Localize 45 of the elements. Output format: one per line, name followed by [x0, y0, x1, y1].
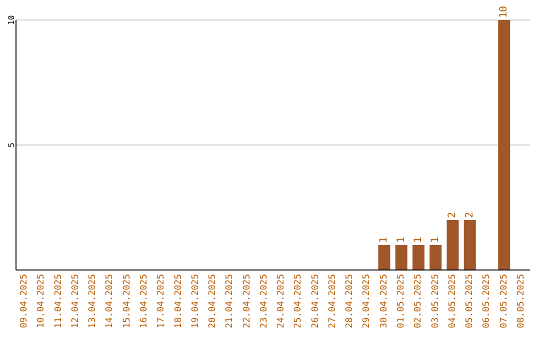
- x-tick-label: 22.04.2025: [242, 274, 252, 328]
- x-tick-label: 09.04.2025: [20, 274, 30, 328]
- x-tick-label: 08.05.2025: [516, 274, 526, 328]
- bar: [446, 220, 459, 270]
- x-tick-label: 28.04.2025: [345, 274, 356, 328]
- x-tick-label: 27.04.2025: [328, 274, 338, 328]
- bar: [430, 245, 442, 270]
- bar: [378, 245, 390, 270]
- data-label: 10: [498, 6, 510, 18]
- x-tick-label: 21.04.2025: [225, 274, 236, 328]
- x-tick-label: 10.04.2025: [36, 274, 47, 328]
- data-label: 1: [430, 236, 442, 243]
- x-tick-label: 18.04.2025: [174, 274, 184, 328]
- x-tick-label: 23.04.2025: [259, 274, 270, 328]
- data-label: 1: [412, 236, 424, 243]
- x-tick-label: 30.04.2025: [379, 274, 390, 328]
- x-tick-label: 16.04.2025: [140, 274, 150, 328]
- x-tick-label: 29.04.2025: [362, 274, 372, 328]
- bar: [464, 220, 476, 270]
- x-tick-label: 25.04.2025: [294, 274, 304, 328]
- bar: [498, 20, 510, 270]
- x-tick-label: 03.05.2025: [430, 274, 441, 328]
- x-tick-label: 02.05.2025: [414, 274, 424, 328]
- data-label: 2: [464, 212, 476, 218]
- data-label: 1: [378, 236, 390, 243]
- x-tick-label: 07.05.2025: [499, 274, 510, 328]
- x-tick-label: 12.04.2025: [70, 274, 81, 328]
- x-tick-label: 06.05.2025: [482, 274, 492, 328]
- x-tick-label: 11.04.2025: [54, 274, 64, 328]
- data-label: 1: [396, 236, 407, 243]
- x-tick-label: 26.04.2025: [310, 274, 321, 328]
- x-tick-label: 20.04.2025: [208, 274, 218, 328]
- x-tick-label: 19.04.2025: [190, 274, 201, 328]
- x-tick-label: 01.05.2025: [396, 274, 406, 328]
- data-label: 2: [447, 212, 458, 218]
- bar: [395, 245, 408, 270]
- x-tick-label: 14.04.2025: [105, 274, 116, 328]
- x-tick-label: 13.04.2025: [88, 274, 98, 328]
- x-tick-label: 04.05.2025: [448, 274, 458, 328]
- x-tick-label: 15.04.2025: [122, 274, 132, 328]
- bar: [412, 245, 424, 270]
- x-tick-label: 17.04.2025: [156, 274, 167, 328]
- x-tick-label: 24.04.2025: [276, 274, 287, 328]
- y-tick-label: 5: [7, 142, 16, 148]
- x-tick-label: 05.05.2025: [465, 274, 476, 328]
